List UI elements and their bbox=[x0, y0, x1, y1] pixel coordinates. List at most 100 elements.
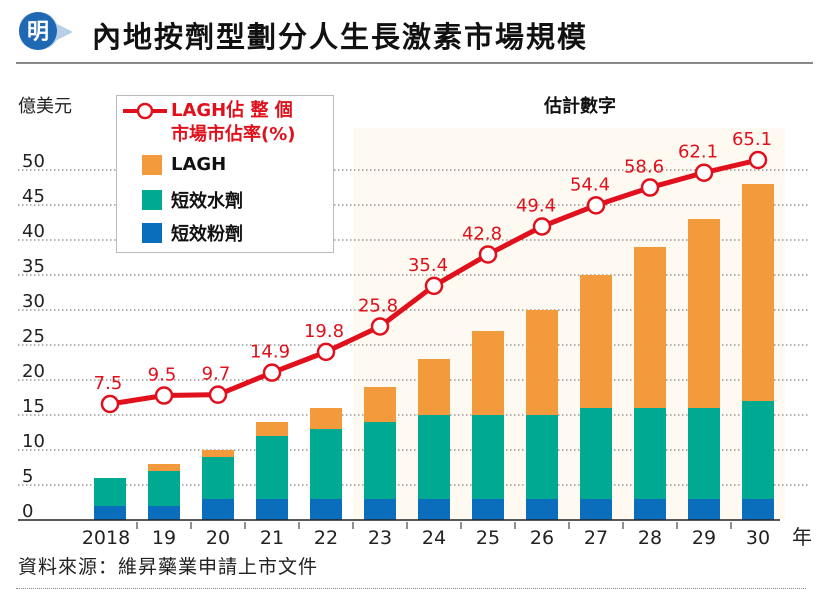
share-point bbox=[316, 342, 336, 362]
bar-lagh bbox=[418, 359, 450, 415]
share-data-label: 49.4 bbox=[516, 196, 556, 217]
bar-short-powder bbox=[742, 499, 774, 520]
share-data-label: 35.4 bbox=[408, 255, 448, 276]
y-tick-label: 20 bbox=[22, 361, 45, 382]
share-data-label: 65.1 bbox=[732, 129, 772, 150]
y-tick-label: 15 bbox=[22, 396, 45, 417]
bar-lagh bbox=[202, 450, 234, 457]
share-point bbox=[640, 178, 660, 197]
bar-short-powder bbox=[310, 499, 342, 520]
legend-item-short-water: 短效水劑 bbox=[142, 187, 243, 213]
bar-short-water bbox=[418, 415, 450, 499]
share-point bbox=[370, 317, 390, 336]
legend-line-label-1: LAGH佔 整 個 bbox=[171, 100, 293, 121]
share-data-label: 58.6 bbox=[624, 157, 664, 178]
share-point bbox=[532, 217, 552, 236]
bar-short-powder bbox=[256, 499, 288, 520]
svg-text:明: 明 bbox=[27, 19, 49, 45]
x-tick-label: 22 bbox=[314, 527, 338, 549]
legend-line-label-2: 市場市佔率(%) bbox=[171, 124, 296, 145]
y-axis-label: 億美元 bbox=[18, 96, 72, 117]
x-tick-label: 2018 bbox=[82, 527, 130, 549]
bar-short-powder bbox=[472, 499, 504, 520]
x-tick-label: 28 bbox=[638, 527, 662, 549]
share-point bbox=[748, 150, 768, 170]
bar-lagh bbox=[634, 247, 666, 408]
bar-short-water bbox=[526, 415, 558, 499]
short-water-swatch-icon bbox=[142, 190, 162, 210]
bar-lagh bbox=[148, 464, 180, 471]
y-tick-label: 40 bbox=[22, 221, 45, 242]
y-tick-label: 25 bbox=[22, 326, 45, 347]
source-note: 資料來源：維昇藥業申請上市文件 bbox=[18, 556, 319, 578]
y-tick-label: 45 bbox=[22, 186, 45, 207]
bar-lagh bbox=[580, 275, 612, 408]
bar-short-water bbox=[256, 436, 288, 499]
short-powder-swatch-icon bbox=[142, 223, 162, 243]
bar-short-powder bbox=[634, 499, 666, 520]
x-tick-label: 24 bbox=[422, 527, 446, 549]
line-marker-icon bbox=[123, 102, 167, 120]
y-tick-label: 35 bbox=[22, 256, 45, 277]
x-tick-label: 27 bbox=[584, 527, 608, 549]
bar-lagh bbox=[688, 219, 720, 408]
share-data-label: 9.7 bbox=[202, 364, 231, 385]
share-data-label: 25.8 bbox=[358, 295, 398, 316]
legend-item-lagh: LAGH bbox=[142, 154, 226, 175]
share-data-label: 62.1 bbox=[678, 142, 718, 163]
y-tick-label: 0 bbox=[22, 501, 33, 522]
bar-lagh bbox=[256, 422, 288, 436]
bar-short-water bbox=[310, 429, 342, 499]
bar-lagh bbox=[310, 408, 342, 429]
y-tick-label: 30 bbox=[22, 291, 45, 312]
legend-item-share-line: LAGH佔 整 個 市場市佔率(%) bbox=[123, 99, 296, 147]
share-point bbox=[694, 163, 714, 182]
mingpao-logo-icon: 明 bbox=[19, 12, 73, 50]
share-point bbox=[478, 245, 498, 264]
bar-short-water bbox=[742, 401, 774, 499]
bar-short-water bbox=[634, 408, 666, 499]
x-tick-label: 30 bbox=[746, 527, 770, 549]
y-tick-label: 10 bbox=[22, 431, 45, 452]
bar-short-water bbox=[94, 478, 126, 506]
bar-short-powder bbox=[688, 499, 720, 520]
share-point bbox=[154, 386, 174, 405]
bar-short-powder bbox=[94, 506, 126, 520]
bar-short-powder bbox=[580, 499, 612, 520]
bar-short-powder bbox=[202, 499, 234, 520]
bar-short-powder bbox=[148, 506, 180, 520]
x-tick-label: 20 bbox=[206, 527, 230, 549]
share-data-label: 14.9 bbox=[250, 342, 290, 363]
bar-short-water bbox=[148, 471, 180, 506]
chart-title: 內地按劑型劃分人生長激素市場規模 bbox=[92, 20, 589, 54]
y-tick-label: 50 bbox=[22, 151, 45, 172]
x-tick-label: 21 bbox=[260, 527, 284, 549]
bar-lagh bbox=[472, 331, 504, 415]
legend-label: 短效水劑 bbox=[171, 191, 243, 212]
bar-short-water bbox=[364, 422, 396, 499]
x-tick-label: 25 bbox=[476, 527, 500, 549]
share-data-label: 9.5 bbox=[148, 365, 177, 386]
footer-divider bbox=[16, 588, 806, 589]
x-tick-label: 23 bbox=[368, 527, 392, 549]
share-data-label: 54.4 bbox=[570, 174, 610, 195]
x-axis-unit-label: 年 bbox=[792, 525, 812, 549]
bar-short-powder bbox=[418, 499, 450, 520]
share-point bbox=[208, 385, 228, 404]
share-data-label: 42.8 bbox=[462, 223, 502, 244]
share-data-label: 19.8 bbox=[304, 321, 344, 342]
bar-lagh bbox=[742, 184, 774, 401]
lagh-swatch-icon bbox=[142, 154, 162, 175]
x-tick-label: 29 bbox=[692, 527, 716, 549]
title-divider bbox=[16, 62, 813, 64]
estimate-annotation: 估計數字 bbox=[543, 95, 616, 117]
share-data-label: 7.5 bbox=[94, 373, 123, 394]
share-point bbox=[586, 196, 606, 215]
x-tick-label: 26 bbox=[530, 527, 554, 549]
share-point bbox=[100, 394, 120, 414]
bar-short-water bbox=[580, 408, 612, 499]
share-point bbox=[262, 363, 282, 382]
bar-lagh bbox=[526, 310, 558, 415]
bar-short-water bbox=[688, 408, 720, 499]
